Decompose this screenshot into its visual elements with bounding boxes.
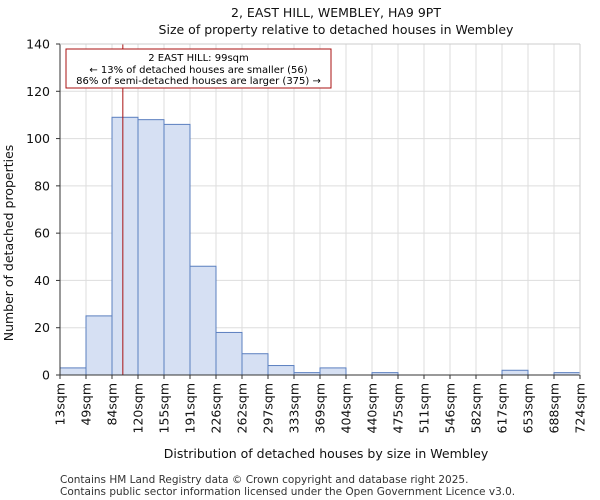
annotation-box: 2 EAST HILL: 99sqm ← 13% of detached hou…: [65, 48, 332, 89]
bar-297sqm: [267, 365, 295, 376]
x-tick-label-617sqm: 617sqm: [495, 383, 510, 433]
x-tick-label-440sqm: 440sqm: [365, 383, 380, 433]
footer-line-1: Contains HM Land Registry data © Crown c…: [60, 474, 468, 486]
x-tick-label-582sqm: 582sqm: [469, 383, 484, 433]
annotation-smaller: ← 13% of detached houses are smaller (56…: [89, 65, 307, 76]
x-tick-label-511sqm: 511sqm: [417, 383, 432, 433]
x-tick-label-262sqm: 262sqm: [235, 383, 250, 433]
y-tick-label-20: 20: [34, 320, 50, 335]
y-tick-label-140: 140: [26, 37, 50, 52]
bar-617sqm: [501, 369, 529, 376]
y-tick-label-40: 40: [34, 273, 50, 288]
x-tick-label-688sqm: 688sqm: [547, 383, 562, 433]
x-tick-labels: 13sqm 49sqm 84sqm 120sqm 155sqm 191sqm 226sqm 2…: [53, 375, 588, 433]
x-tick-label-369sqm: 369sqm: [313, 383, 328, 433]
bars: [59, 116, 581, 376]
x-tick-label-191sqm: 191sqm: [183, 383, 198, 433]
chart-subtitle: Size of property relative to detached ho…: [159, 22, 515, 37]
footer-line-2: Contains public sector information licen…: [60, 486, 515, 498]
x-tick-label-475sqm: 475sqm: [391, 383, 406, 433]
bar-13sqm: [59, 367, 87, 376]
x-tick-label-49sqm: 49sqm: [79, 383, 94, 426]
x-tick-label-724sqm: 724sqm: [573, 383, 588, 433]
bar-262sqm: [241, 353, 269, 376]
x-tick-label-404sqm: 404sqm: [339, 383, 354, 433]
bar-191sqm: [189, 265, 217, 376]
bar-226sqm: [215, 331, 243, 376]
x-tick-label-13sqm: 13sqm: [53, 383, 68, 426]
y-tick-label-100: 100: [26, 131, 50, 146]
y-tick-label-80: 80: [34, 178, 50, 193]
x-tick-label-653sqm: 653sqm: [521, 383, 536, 433]
bar-155sqm: [163, 123, 191, 376]
y-tick-labels: 0 20 40 60 80 100 120 140: [26, 37, 60, 383]
annotation-larger: 86% of semi-detached houses are larger (…: [76, 76, 321, 87]
x-tick-label-546sqm: 546sqm: [443, 383, 458, 433]
x-tick-label-120sqm: 120sqm: [131, 383, 146, 433]
annotation-border: [65, 48, 332, 89]
bar-84sqm: [111, 116, 139, 376]
x-tick-label-297sqm: 297sqm: [261, 383, 276, 433]
bar-120sqm: [137, 119, 165, 376]
bar-49sqm: [85, 315, 113, 376]
y-tick-label-120: 120: [26, 84, 50, 99]
chart-title: 2, EAST HILL, WEMBLEY, HA9 9PT: [231, 5, 441, 20]
bar-369sqm: [319, 367, 347, 376]
x-tick-label-84sqm: 84sqm: [105, 383, 120, 426]
y-axis-title: Number of detached properties: [1, 145, 16, 342]
x-tick-label-155sqm: 155sqm: [157, 383, 172, 433]
annotation-title: 2 EAST HILL: 99sqm: [148, 53, 249, 64]
y-tick-label-0: 0: [42, 368, 50, 383]
x-tick-label-333sqm: 333sqm: [287, 383, 302, 433]
x-axis-title: Distribution of detached houses by size …: [164, 446, 489, 461]
y-tick-label-60: 60: [34, 226, 50, 241]
x-tick-label-226sqm: 226sqm: [209, 383, 224, 433]
